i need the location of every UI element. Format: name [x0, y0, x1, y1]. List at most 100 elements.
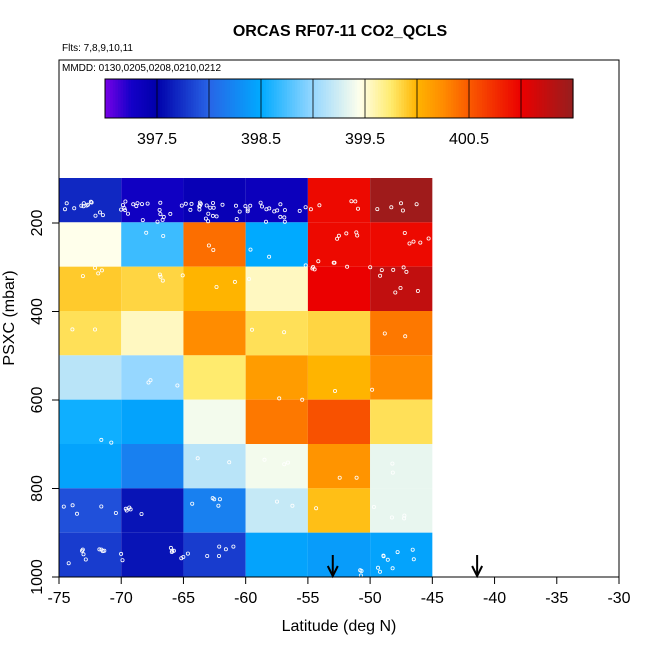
colorbar-swatch — [177, 79, 181, 118]
colorbar-swatch — [549, 79, 553, 118]
heatmap-cell — [370, 178, 433, 223]
x-tick-label: -45 — [421, 590, 444, 607]
colorbar-swatch — [224, 79, 228, 118]
heatmap-cell — [245, 399, 308, 444]
colorbar-swatch — [222, 79, 226, 118]
data-point — [258, 200, 263, 205]
heatmap-cell — [307, 488, 371, 533]
heatmap-cell — [307, 399, 371, 444]
colorbar-swatch — [476, 79, 480, 118]
heatmap-cell — [183, 266, 246, 311]
heatmap-cell — [245, 532, 308, 577]
data-point — [379, 268, 384, 273]
data-point — [393, 290, 398, 295]
colorbar-swatch — [541, 79, 545, 118]
data-point — [375, 565, 380, 570]
heatmap-cells — [59, 178, 433, 577]
colorbar-swatch — [180, 79, 184, 118]
heatmap-cell — [370, 355, 433, 400]
data-point — [395, 550, 400, 555]
heatmap-cell — [307, 444, 371, 489]
data-point — [259, 204, 264, 209]
data-point — [345, 264, 350, 269]
colorbar-swatch — [489, 79, 493, 118]
colorbar-swatch — [554, 79, 558, 118]
data-point — [83, 557, 88, 562]
data-point — [66, 561, 71, 566]
colorbar-swatch — [526, 79, 530, 118]
data-point — [217, 497, 222, 502]
location-arrows — [326, 555, 484, 579]
colorbar-swatch — [136, 79, 140, 118]
colorbar-swatch — [201, 79, 205, 118]
data-point — [234, 216, 239, 221]
colorbar-swatch — [505, 79, 509, 118]
heatmap-cell — [307, 178, 371, 223]
data-point — [144, 230, 149, 235]
colorbar-swatch — [216, 79, 220, 118]
colorbar-swatch — [245, 79, 249, 118]
x-tick-label: -50 — [359, 590, 382, 607]
data-point — [312, 267, 317, 272]
data-point — [210, 200, 215, 205]
x-tick-label: -55 — [296, 590, 319, 607]
data-point — [316, 259, 321, 264]
data-point — [197, 203, 202, 208]
heatmap-cell — [370, 266, 433, 311]
colorbar-swatch — [372, 79, 376, 118]
colorbar-swatch — [521, 79, 525, 118]
heatmap-cell — [370, 399, 433, 444]
colorbar-swatch — [258, 79, 262, 118]
data-point — [245, 207, 250, 212]
colorbar-swatch — [297, 79, 301, 118]
data-point — [72, 206, 77, 211]
data-point — [390, 566, 395, 571]
colorbar-swatch — [154, 79, 158, 118]
data-point — [344, 231, 349, 236]
colorbar-swatch — [401, 79, 405, 118]
heatmap-cell — [121, 444, 184, 489]
data-point — [139, 512, 144, 517]
colorbar-swatch — [370, 79, 374, 118]
colorbar-tick-label: 397.5 — [137, 131, 177, 148]
colorbar-swatch — [479, 79, 483, 118]
colorbar-swatch — [219, 79, 223, 118]
colorbar-swatch — [170, 79, 174, 118]
heatmap-cell — [59, 311, 122, 356]
data-point — [158, 212, 163, 217]
data-point — [183, 201, 188, 206]
heatmap-cell — [307, 355, 371, 400]
colorbar-swatch — [378, 79, 382, 118]
heatmap-cell — [121, 222, 184, 267]
x-tick-label: -70 — [110, 590, 133, 607]
data-point — [282, 219, 287, 224]
flight-data-points — [54, 199, 431, 578]
heatmap-cell — [183, 488, 246, 533]
colorbar-swatch — [313, 79, 317, 118]
colorbar-swatch — [188, 79, 192, 118]
heatmap-cell — [245, 355, 308, 400]
data-point — [99, 504, 104, 509]
data-point — [275, 208, 280, 213]
data-point — [211, 247, 216, 252]
data-point — [113, 510, 118, 515]
chart-title: ORCAS RF07-11 CO2_QCLS — [233, 23, 448, 40]
colorbar-swatch — [331, 79, 335, 118]
colorbar-swatch — [445, 79, 449, 118]
colorbar-swatch — [284, 79, 288, 118]
x-tick-label: -30 — [607, 590, 630, 607]
y-tick-label: 200 — [29, 210, 46, 237]
data-point — [119, 207, 124, 212]
data-point — [404, 269, 409, 274]
colorbar-swatch — [149, 79, 153, 118]
colorbar-swatch — [198, 79, 202, 118]
colorbar-swatch — [214, 79, 218, 118]
colorbar-swatch — [406, 79, 410, 118]
colorbar-swatch — [422, 79, 426, 118]
colorbar-swatch — [120, 79, 124, 118]
data-point — [391, 267, 396, 272]
data-point — [300, 397, 305, 402]
colorbar-swatch — [463, 79, 467, 118]
data-point — [93, 213, 98, 218]
heatmap-cell — [183, 444, 246, 489]
